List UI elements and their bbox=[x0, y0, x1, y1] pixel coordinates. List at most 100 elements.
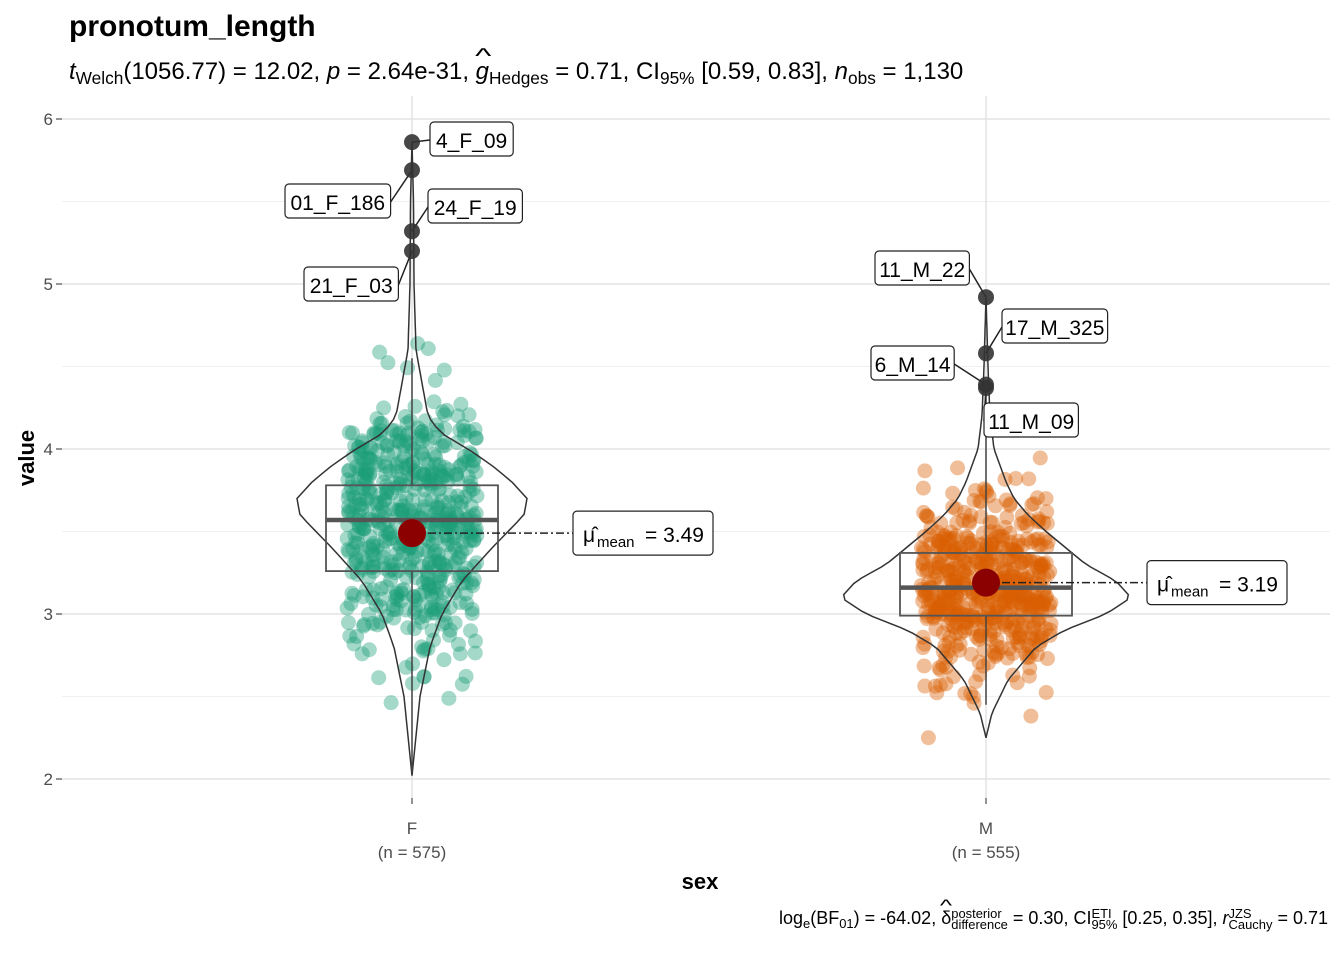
data-point bbox=[979, 538, 995, 554]
data-point bbox=[1030, 514, 1046, 530]
data-point bbox=[948, 625, 964, 641]
data-point bbox=[1005, 630, 1021, 646]
r-sup: JZS bbox=[1228, 906, 1252, 922]
data-point bbox=[972, 628, 988, 644]
caption-ci-sub: 95% bbox=[1091, 917, 1118, 933]
data-point bbox=[997, 573, 1013, 589]
data-point bbox=[999, 614, 1015, 630]
data-point bbox=[469, 555, 485, 571]
data-point bbox=[939, 562, 955, 578]
data-point bbox=[438, 562, 454, 578]
data-point bbox=[380, 447, 396, 463]
data-point bbox=[1031, 513, 1047, 529]
data-point bbox=[399, 569, 415, 585]
data-point bbox=[1021, 649, 1037, 665]
data-point bbox=[372, 495, 388, 511]
data-point bbox=[340, 490, 356, 506]
data-point bbox=[395, 545, 411, 561]
data-point bbox=[396, 448, 412, 464]
data-point bbox=[407, 549, 423, 565]
data-point bbox=[467, 523, 483, 539]
data-point bbox=[936, 528, 952, 544]
data-point bbox=[1023, 534, 1039, 550]
data-point bbox=[362, 466, 378, 482]
data-point bbox=[390, 464, 406, 480]
data-point bbox=[1043, 595, 1059, 611]
data-point bbox=[920, 561, 936, 577]
data-point bbox=[956, 563, 972, 579]
data-point bbox=[983, 524, 999, 540]
data-point bbox=[455, 535, 471, 551]
data-point bbox=[1027, 593, 1043, 609]
data-point bbox=[383, 695, 399, 711]
ci-value: [0.59, 0.83] bbox=[701, 58, 822, 85]
data-point bbox=[361, 569, 377, 585]
data-point bbox=[394, 504, 410, 520]
data-point bbox=[998, 604, 1014, 620]
data-point bbox=[362, 467, 378, 483]
data-point bbox=[405, 441, 421, 457]
data-point bbox=[355, 442, 371, 458]
data-point bbox=[414, 446, 430, 462]
data-point bbox=[427, 553, 443, 569]
data-point bbox=[445, 582, 461, 598]
data-point bbox=[959, 615, 975, 631]
data-point bbox=[980, 601, 996, 617]
data-point bbox=[935, 657, 951, 673]
data-point bbox=[935, 596, 951, 612]
data-point bbox=[405, 454, 421, 470]
data-point bbox=[917, 678, 933, 694]
data-point bbox=[1024, 599, 1040, 615]
data-point bbox=[368, 494, 384, 510]
data-point bbox=[1021, 591, 1037, 607]
data-point bbox=[458, 541, 474, 557]
data-point bbox=[414, 423, 430, 439]
data-point bbox=[412, 609, 428, 625]
data-point bbox=[345, 486, 361, 502]
data-point bbox=[459, 575, 475, 591]
data-point bbox=[945, 618, 961, 634]
data-point bbox=[437, 407, 453, 423]
data-point bbox=[346, 587, 362, 603]
data-point bbox=[962, 548, 978, 564]
data-point bbox=[347, 535, 363, 551]
data-point bbox=[999, 509, 1015, 525]
data-point bbox=[354, 541, 370, 557]
data-point bbox=[935, 538, 951, 554]
data-point bbox=[997, 619, 1013, 635]
data-point bbox=[435, 468, 451, 484]
y-tick-label: 2 bbox=[44, 770, 53, 789]
data-point bbox=[949, 588, 965, 604]
data-point bbox=[407, 502, 423, 518]
data-point bbox=[441, 495, 457, 511]
x-tick-label: M bbox=[979, 819, 993, 838]
x-tick-n-label: (n = 555) bbox=[952, 843, 1021, 862]
data-point bbox=[354, 501, 370, 517]
data-point bbox=[1022, 596, 1038, 612]
data-point bbox=[999, 650, 1015, 666]
data-point bbox=[442, 622, 458, 638]
data-point bbox=[464, 575, 480, 591]
data-point bbox=[398, 460, 414, 476]
outlier-label-box bbox=[284, 183, 392, 219]
data-point bbox=[389, 458, 405, 474]
data-point bbox=[1003, 535, 1019, 551]
data-point bbox=[355, 451, 371, 467]
data-point bbox=[1015, 537, 1031, 553]
y-tick-label: 3 bbox=[44, 605, 53, 624]
data-point bbox=[393, 583, 409, 599]
caption-ci-value: [0.25, 0.35] bbox=[1122, 908, 1213, 928]
data-point bbox=[434, 493, 450, 509]
data-point bbox=[959, 620, 975, 636]
data-point bbox=[1029, 629, 1045, 645]
data-point bbox=[399, 434, 415, 450]
data-point bbox=[920, 509, 936, 525]
data-point bbox=[466, 532, 482, 548]
data-point bbox=[441, 462, 457, 478]
data-point bbox=[959, 614, 975, 630]
data-point bbox=[385, 501, 401, 517]
data-point bbox=[984, 514, 1000, 530]
outlier-point bbox=[404, 134, 420, 151]
data-point bbox=[358, 554, 374, 570]
mean-label-value: = 3.19 bbox=[1219, 574, 1278, 597]
